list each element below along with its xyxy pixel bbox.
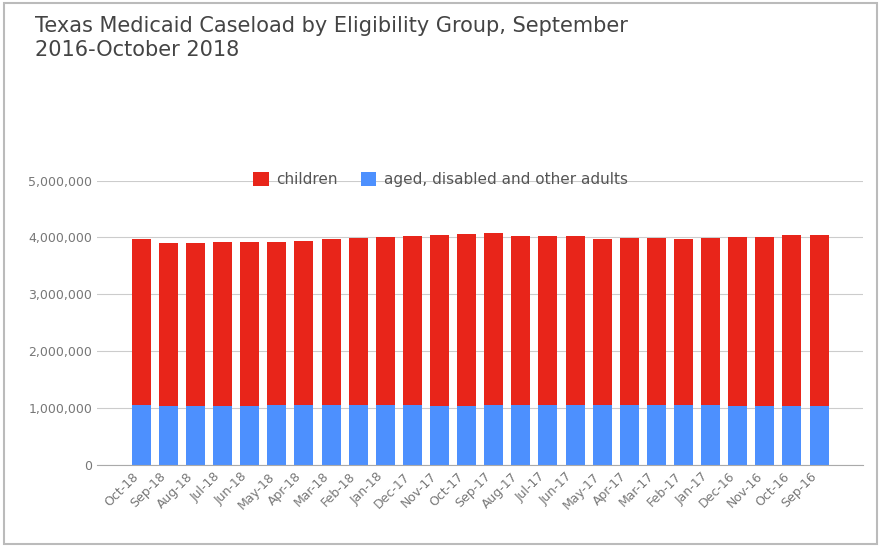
Bar — [159, 242, 178, 406]
Bar — [485, 405, 503, 465]
Bar — [810, 406, 828, 465]
Bar — [538, 405, 558, 465]
Bar — [322, 238, 341, 405]
Bar — [619, 405, 639, 465]
Bar — [457, 234, 476, 406]
Bar — [241, 242, 259, 405]
Bar — [241, 405, 259, 465]
Bar — [647, 238, 666, 405]
Bar — [132, 238, 151, 405]
Bar — [538, 236, 558, 405]
Bar — [349, 405, 367, 465]
Bar — [701, 405, 720, 465]
Bar — [294, 405, 314, 465]
Bar — [729, 405, 747, 465]
Bar — [782, 406, 802, 465]
Bar — [647, 405, 666, 465]
Bar — [674, 238, 693, 405]
Bar — [186, 242, 205, 406]
Bar — [593, 405, 611, 465]
Bar — [566, 236, 584, 405]
Bar — [267, 242, 286, 405]
Bar — [267, 405, 286, 465]
Bar — [322, 405, 341, 465]
Bar — [674, 405, 693, 465]
Bar — [159, 406, 178, 465]
Bar — [132, 405, 151, 465]
Bar — [810, 235, 828, 406]
Bar — [430, 235, 449, 406]
Bar — [566, 405, 584, 465]
Bar — [782, 235, 802, 406]
Bar — [511, 236, 530, 405]
Text: Texas Medicaid Caseload by Eligibility Group, September
2016-October 2018: Texas Medicaid Caseload by Eligibility G… — [35, 16, 628, 60]
Bar — [430, 406, 449, 465]
Bar — [511, 405, 530, 465]
Bar — [349, 238, 367, 405]
Bar — [186, 406, 205, 465]
Bar — [403, 405, 422, 465]
Bar — [485, 234, 503, 405]
Bar — [376, 405, 395, 465]
Bar — [213, 405, 232, 465]
Bar — [457, 406, 476, 465]
Bar — [213, 242, 232, 405]
Bar — [755, 405, 774, 465]
Bar — [729, 237, 747, 405]
Bar — [755, 236, 774, 405]
Bar — [294, 241, 314, 405]
Bar — [593, 238, 611, 405]
Bar — [403, 236, 422, 405]
Bar — [701, 238, 720, 405]
Bar — [376, 237, 395, 405]
Legend: children, aged, disabled and other adults: children, aged, disabled and other adult… — [248, 166, 633, 194]
Bar — [619, 238, 639, 405]
